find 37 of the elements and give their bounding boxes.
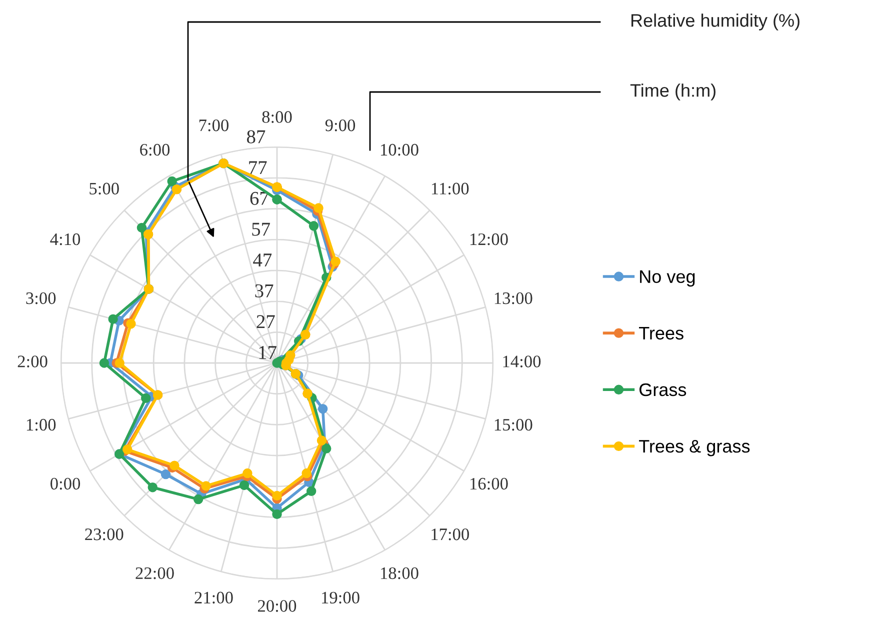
spoke-label: 8:00 [262, 111, 292, 123]
y-tick-label: 17 [259, 346, 276, 359]
y-tick-label: 27 [256, 315, 275, 328]
spoke-label: 13:00 [494, 292, 532, 304]
legend-label: Grass [640, 383, 686, 396]
spoke-label: 4:10 [50, 233, 80, 246]
spoke-label: 22:00 [136, 567, 174, 580]
spoke-label: 18:00 [380, 567, 418, 580]
legend-label: Trees [639, 326, 684, 340]
spoke-label: 2:00 [18, 356, 48, 368]
spoke-label: 3:00 [26, 292, 56, 304]
legend-label: Trees & grass [639, 440, 750, 456]
spoke-label: 7:00 [199, 119, 228, 132]
spoke-label: 14:00 [503, 356, 541, 368]
spoke-label: 19:00 [322, 592, 360, 604]
spoke-label: 23:00 [85, 528, 124, 540]
legend-label: No veg [640, 270, 695, 287]
spoke-label: 12:00 [470, 233, 508, 246]
spoke-label: 5:00 [90, 182, 119, 195]
y-tick-label: 37 [255, 284, 274, 298]
y-tick-label: 57 [252, 222, 270, 236]
spoke-label: 20:00 [258, 600, 296, 612]
spoke-label: 0:00 [50, 478, 80, 490]
y-tick-label: 77 [249, 161, 267, 174]
spoke-label: 21:00 [194, 592, 233, 604]
spoke-label: 6:00 [140, 144, 170, 156]
spoke-label: 16:00 [470, 478, 508, 490]
spoke-label: 9:00 [325, 119, 356, 132]
y-tick-label: 87 [246, 130, 266, 144]
spoke-label: 17:00 [432, 528, 469, 540]
spoke-label: 1:00 [26, 418, 56, 431]
spoke-label: 10:00 [380, 144, 418, 156]
text: Time (h:m) [630, 84, 716, 100]
y-tick-label: 47 [253, 254, 272, 266]
spoke-label: 15:00 [494, 418, 532, 431]
text: Relative humidity (%) [631, 14, 800, 30]
spoke-label: 11:00 [432, 182, 469, 195]
